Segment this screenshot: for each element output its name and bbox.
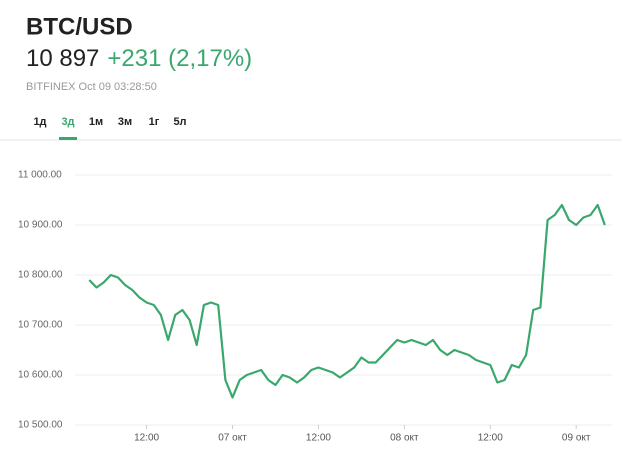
y-tick-label: 10 700.00 (18, 320, 63, 331)
change: +231 (2,17%) (107, 45, 252, 72)
x-tick-label: 12:00 (478, 433, 503, 444)
y-tick-label: 11 000.00 (18, 170, 62, 181)
price-line: 10 897 +231 (2,17%) (26, 45, 252, 72)
title: BTC/USD (26, 13, 133, 40)
tabs: 1д 3д 1м 3м 1г 5л (33, 116, 187, 140)
x-tick-label: 09 окт (562, 433, 591, 444)
y-tick-label: 10 900.00 (18, 220, 63, 231)
tab[interactable]: 5л (173, 116, 186, 128)
tab[interactable]: 1м (89, 116, 103, 128)
tab[interactable]: 3м (118, 116, 132, 128)
tab-underline (59, 137, 77, 140)
price-line (88, 203, 606, 399)
y-tick-label: 10 600.00 (18, 370, 63, 381)
plot: 10 500.00 10 600.00 10 700.00 10 800.00 10 9… (18, 170, 612, 444)
tab[interactable]: 1г (149, 116, 160, 128)
price: 10 897 (26, 45, 99, 72)
source: BITFINEX Oct 09 03:28:50 (26, 81, 157, 93)
y-tick-label: 10 800.00 (18, 270, 63, 281)
x-tick-label: 12:00 (134, 433, 159, 444)
x-tick-label: 07 окт (218, 433, 247, 444)
tab[interactable]: 3д (61, 116, 74, 128)
x-tick-label: 12:00 (306, 433, 331, 444)
tab[interactable]: 1д (33, 116, 46, 128)
x-tick-label: 08 окт (390, 433, 419, 444)
y-tick-label: 10 500.00 (18, 420, 63, 431)
